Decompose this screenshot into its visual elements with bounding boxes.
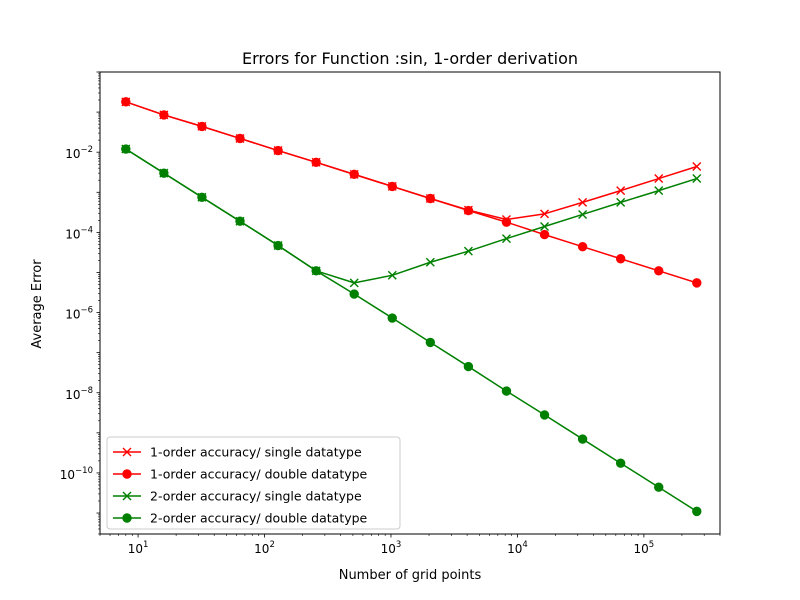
y-tick-exponent: −8 — [80, 386, 93, 396]
series-1-point — [540, 209, 550, 219]
legend-label-2: 1-order accuracy/ double datatype — [150, 467, 368, 482]
series-4-point — [121, 144, 131, 154]
series-3-point — [387, 270, 397, 280]
series-2-point — [425, 193, 436, 204]
y-tick-label: 10−8 — [65, 386, 93, 402]
x-tick-base: 10 — [634, 542, 649, 556]
y-tick-label: 10−10 — [60, 466, 93, 482]
series-4-point — [501, 386, 512, 396]
x-tick-exponent: 5 — [649, 540, 654, 550]
series-1-point — [654, 174, 664, 184]
series-3-point — [692, 174, 702, 184]
series-1-point — [616, 186, 626, 196]
series-3-point — [349, 278, 359, 288]
series-4-point — [463, 361, 474, 372]
series-4-point — [577, 434, 588, 444]
y-tick-base: 10 — [60, 468, 75, 482]
series-2-point — [654, 266, 664, 276]
x-tick-exponent: 3 — [396, 540, 401, 550]
series-4-point — [159, 168, 169, 178]
series-2-point — [349, 169, 359, 180]
legend-label-3: 2-order accuracy/ single datatype — [150, 489, 362, 504]
series-3-point — [616, 197, 626, 207]
series-4-point — [349, 289, 359, 299]
x-tick-label: 101 — [128, 540, 149, 556]
series-3-point — [425, 257, 435, 267]
x-tick-label: 103 — [381, 540, 402, 556]
y-tick-exponent: −10 — [75, 466, 93, 476]
series-2-point — [235, 133, 245, 144]
series-4-line — [125, 148, 698, 513]
series-2-line — [125, 101, 698, 284]
plot-area — [121, 97, 702, 517]
y-tick-label: 10−2 — [65, 145, 93, 161]
series-2-point — [197, 121, 207, 132]
x-tick-label: 102 — [254, 540, 275, 556]
series-1-point — [578, 197, 588, 207]
y-tick-exponent: −4 — [80, 225, 93, 235]
legend-marker-2 — [122, 469, 132, 479]
series-2 — [121, 97, 702, 288]
legend-label-4: 2-order accuracy/ double datatype — [150, 511, 368, 526]
y-tick-exponent: −2 — [80, 145, 93, 155]
x-tick-base: 10 — [254, 542, 269, 556]
y-tick-base: 10 — [65, 388, 80, 402]
series-3-point — [501, 234, 511, 244]
series-2-point — [387, 181, 397, 192]
series-3-point — [654, 186, 664, 196]
axes-frame — [99, 71, 721, 535]
series-2-point — [463, 205, 474, 216]
series-2-point — [501, 217, 512, 227]
series-4-point — [425, 337, 436, 348]
y-tick-base: 10 — [65, 147, 80, 161]
chart-title: Errors for Function :sin, 1-order deriva… — [242, 49, 578, 68]
series-4-point — [197, 192, 207, 202]
y-axis-label: Average Error — [30, 259, 45, 349]
series-4-point — [311, 266, 321, 276]
series-4-point — [235, 216, 245, 226]
series-2-point — [692, 278, 702, 288]
y-tick-label: 10−4 — [65, 225, 93, 241]
series-3-point — [578, 209, 588, 219]
y-tick-base: 10 — [65, 308, 80, 322]
series-4-point — [615, 458, 626, 468]
x-tick-base: 10 — [381, 542, 396, 556]
x-tick-label: 105 — [634, 540, 655, 556]
series-2-point — [273, 145, 283, 156]
x-tick-label: 104 — [507, 540, 528, 556]
series-4-point — [539, 410, 550, 420]
series-4 — [121, 144, 702, 517]
legend: 1-order accuracy/ single datatype 1-order… — [106, 436, 401, 530]
x-tick-base: 10 — [128, 542, 143, 556]
series-3-point — [463, 246, 473, 256]
series-2-point — [121, 97, 131, 107]
series-2-point — [159, 110, 169, 120]
series-group — [121, 97, 702, 517]
x-tick-exponent: 4 — [522, 540, 527, 550]
x-tick-exponent: 2 — [269, 540, 274, 550]
series-2-point — [539, 229, 550, 240]
y-tick-label: 10−6 — [65, 306, 93, 322]
series-4-point — [387, 313, 397, 323]
series-1-point — [692, 161, 702, 171]
series-4-point — [692, 506, 702, 517]
y-tick-exponent: −6 — [80, 306, 93, 316]
x-axis-label: Number of grid points — [339, 568, 482, 583]
legend-marker-4 — [122, 513, 132, 523]
series-2-point — [311, 157, 321, 167]
x-tick-exponent: 1 — [143, 540, 148, 550]
legend-label-1: 1-order accuracy/ single datatype — [150, 445, 362, 460]
legend-box — [106, 436, 401, 530]
y-tick-base: 10 — [65, 227, 80, 241]
series-4-point — [654, 482, 664, 492]
x-tick-base: 10 — [507, 542, 522, 556]
series-2-point — [615, 254, 626, 264]
legend-marker-3 — [122, 491, 132, 501]
series-3-point — [540, 222, 550, 232]
series-2-point — [577, 241, 588, 252]
series-4-point — [273, 240, 283, 251]
legend-marker-1 — [122, 447, 132, 457]
